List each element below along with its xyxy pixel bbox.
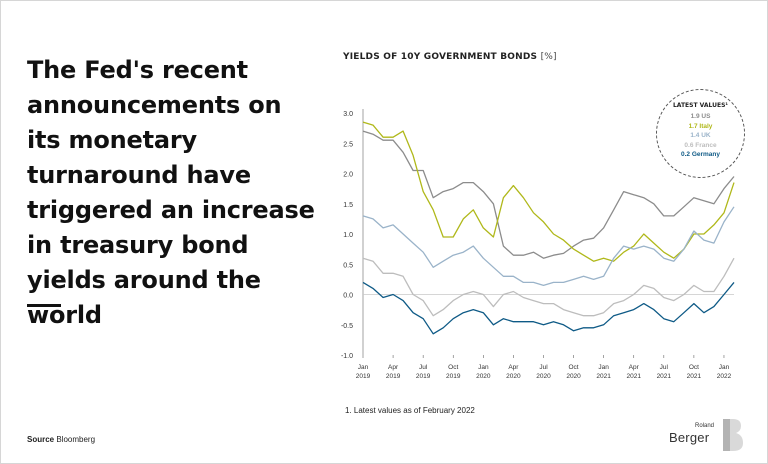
y-tick-label: 2.5 <box>343 141 353 148</box>
chart-title: YIELDS OF 10Y GOVERNMENT BONDS [%] <box>343 52 557 62</box>
x-tick-label-month: Oct <box>569 364 579 371</box>
y-tick-label: -1.0 <box>341 353 353 360</box>
x-tick-label-month: Oct <box>448 364 458 371</box>
x-tick-label-month: Oct <box>689 364 699 371</box>
series-line-france <box>362 257 735 317</box>
source-line: Source Bloomberg <box>27 435 95 444</box>
headline: The Fed's recent announcements on its mo… <box>27 56 315 329</box>
x-tick-label-month: Jan <box>478 364 489 371</box>
logo-b-mark-icon <box>723 419 743 451</box>
y-tick-label: -0.5 <box>341 323 353 330</box>
y-tick-label: 3.0 <box>343 111 353 118</box>
y-tick-label: 0.5 <box>343 262 353 269</box>
legend-item-italy: 1.7 Italy <box>688 122 713 130</box>
x-tick-label-month: Jul <box>419 364 428 371</box>
series-line-italy <box>362 121 735 262</box>
legend-item-uk: 1.4 UK <box>690 132 711 139</box>
y-tick-label: 1.5 <box>343 202 353 209</box>
series-line-germany <box>362 281 735 335</box>
roland-berger-logo: Roland Berger <box>669 417 749 453</box>
x-tick-label-year: 2020 <box>506 373 521 380</box>
x-tick-label-year: 2021 <box>626 373 641 380</box>
x-tick-label-year: 2021 <box>657 373 672 380</box>
legend-item-us: 1.9 US <box>690 113 711 120</box>
x-tick-label-year: 2019 <box>416 373 431 380</box>
source-value: Bloomberg <box>56 435 96 444</box>
headline-divider <box>27 304 61 307</box>
source-label: Source <box>27 435 55 444</box>
x-tick-label-month: Jan <box>598 364 609 371</box>
logo-big-text: Berger <box>669 430 710 445</box>
y-tick-label: 2.0 <box>343 172 353 179</box>
series-line-us <box>362 130 735 259</box>
x-tick-label-year: 2020 <box>476 373 491 380</box>
latest-values-legend: LATEST VALUES¹ 1.9 US 1.7 Italy 1.4 UK 0… <box>656 89 745 178</box>
series-line-uk <box>362 206 735 287</box>
x-tick-label-year: 2019 <box>386 373 401 380</box>
line-chart: 3.0 2.5 2.0 1.5 1.0 0.5 0.0 -0.5 -1.0 Jan 2019 Apr 2… <box>341 109 735 380</box>
x-tick-label-year: 2019 <box>356 373 371 380</box>
x-tick-label-month: Apr <box>388 364 399 371</box>
x-tick-label-month: Apr <box>508 364 519 371</box>
x-tick-label-year: 2019 <box>446 373 461 380</box>
x-tick-label-month: Jul <box>539 364 548 371</box>
chart-title-unit: [%] <box>540 52 557 62</box>
x-tick-label-month: Jul <box>660 364 669 371</box>
x-tick-label-month: Jan <box>719 364 730 371</box>
legend-item-france: 0.6 France <box>684 141 717 149</box>
x-tick-label-year: 2020 <box>566 373 581 380</box>
x-tick-label-year: 2020 <box>536 373 551 380</box>
y-tick-label: 1.0 <box>343 232 353 239</box>
legend-title: LATEST VALUES¹ <box>672 102 729 109</box>
x-tick-label-year: 2021 <box>687 373 702 380</box>
legend-item-germany: 0.2 Germany <box>680 151 721 158</box>
x-tick-label-month: Jan <box>358 364 369 371</box>
chart-title-text: YIELDS OF 10Y GOVERNMENT BONDS <box>343 52 538 62</box>
x-tick-label-year: 2022 <box>717 373 732 380</box>
y-tick-label: 0.0 <box>343 293 353 300</box>
footnote: 1. Latest values as of February 2022 <box>345 406 475 415</box>
x-tick-label-month: Apr <box>629 364 640 371</box>
x-tick-label-year: 2021 <box>596 373 611 380</box>
logo-small-text: Roland <box>695 423 715 429</box>
